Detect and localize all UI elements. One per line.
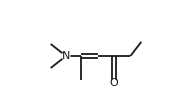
Circle shape xyxy=(62,52,70,60)
Text: N: N xyxy=(62,51,70,61)
Circle shape xyxy=(111,80,117,87)
Text: O: O xyxy=(110,78,118,88)
